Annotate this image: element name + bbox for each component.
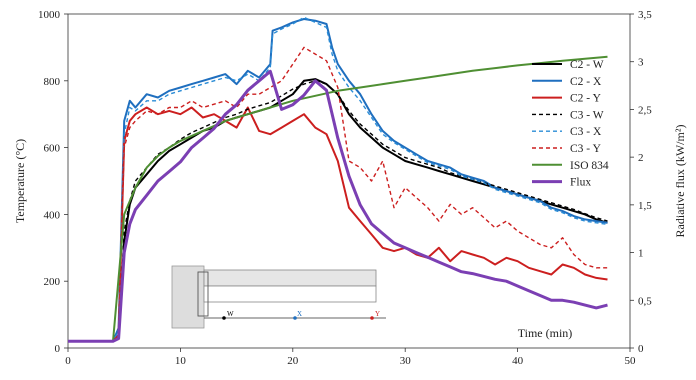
x-tick-label: 10 xyxy=(175,355,187,367)
y2-tick-label: 0,5 xyxy=(638,295,652,307)
y2-tick-label: 3 xyxy=(638,57,644,69)
x-tick-label: 50 xyxy=(625,355,637,367)
y-tick-label: 200 xyxy=(44,276,61,288)
legend-label: Flux xyxy=(570,177,591,189)
y2-tick-label: 2,5 xyxy=(638,104,652,116)
axes-layer: 0 10 20 30 40 500200400600800100000,511,522,5… xyxy=(13,9,687,367)
inset-wall xyxy=(171,265,205,329)
y2-tick-label: 1,5 xyxy=(638,200,652,212)
series-line-c3-x xyxy=(68,16,608,342)
legend-label: ISO 834 xyxy=(570,160,609,172)
inset-diagram: W X Y xyxy=(171,265,386,329)
legend-label: C3 - Y xyxy=(570,143,602,155)
y2-tick-label: 1 xyxy=(638,248,644,260)
series-line-c2-x xyxy=(68,18,608,343)
y-tick-label: 0 xyxy=(55,343,61,355)
legend-label: C2 - W xyxy=(570,59,604,71)
inset-point-w xyxy=(222,316,226,320)
inset-beam-top xyxy=(203,269,377,287)
series-layer xyxy=(68,16,608,343)
inset-connector xyxy=(197,271,209,317)
legend-label: C3 - X xyxy=(570,126,602,138)
plot-border xyxy=(67,13,631,349)
y2-tick-label: 0 xyxy=(638,343,644,355)
inset-label-x: X xyxy=(297,310,302,318)
inset-point-y xyxy=(370,316,374,320)
y-tick-label: 1000 xyxy=(38,9,61,21)
plot-frame xyxy=(67,13,631,349)
series-line-c3-y xyxy=(68,46,608,342)
x-axis-title: Time (min) xyxy=(518,326,573,340)
x-tick-label: 0 xyxy=(65,355,71,367)
legend-label: C2 - Y xyxy=(570,93,602,105)
inset-point-x xyxy=(293,316,297,320)
y2-tick-label: 2 xyxy=(638,152,644,164)
x-tick-label: 40 xyxy=(512,355,524,367)
x-tick-label: 30 xyxy=(400,355,412,367)
inset-label-w: W xyxy=(227,310,234,318)
series-line-c2-y xyxy=(68,106,608,343)
y-tick-label: 400 xyxy=(44,209,61,221)
inset-beam-bottom xyxy=(203,285,377,303)
legend: C2 - W C2 - X C2 - Y C3 - W C3 - X C3 - Y ISO … xyxy=(532,59,609,189)
y2-axis-title: Radiative flux (kW/m²) xyxy=(673,125,687,238)
legend-label: C3 - W xyxy=(570,109,604,121)
y2-tick-label: 3,5 xyxy=(638,9,652,21)
x-tick-label: 20 xyxy=(287,355,299,367)
y-tick-label: 800 xyxy=(44,76,61,88)
legend-label: C2 - X xyxy=(570,76,602,88)
inset-label-y: Y xyxy=(375,310,380,318)
y-axis-title: Temperature (°C) xyxy=(13,139,27,223)
y-tick-label: 600 xyxy=(44,143,61,155)
series-line-flux xyxy=(68,69,608,343)
